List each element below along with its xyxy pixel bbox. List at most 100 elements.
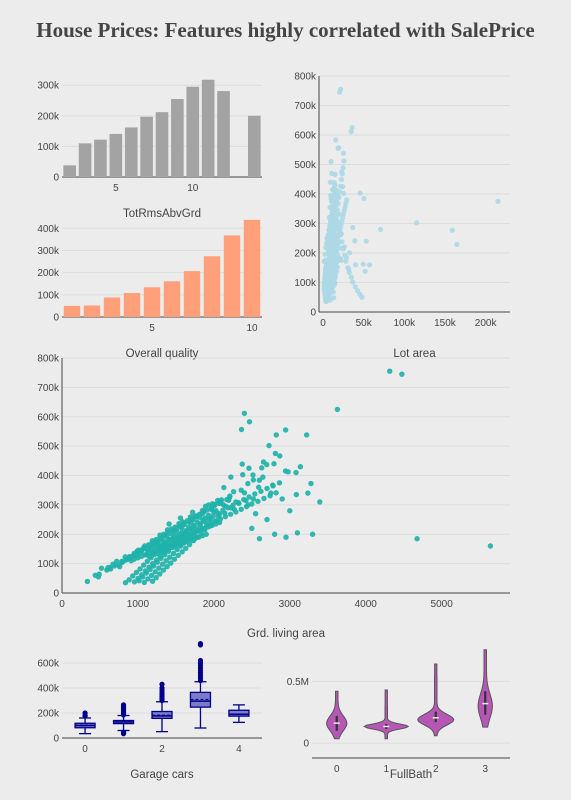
bar [124, 127, 138, 177]
scatter-point [282, 427, 289, 433]
chart-lot-area: 0 100k 200k 300k 400k 500k 600k 700k 800k 0 50k 100… [294, 72, 510, 360]
y-tick-label: 800k [294, 72, 317, 83]
x-axis-title: FullBath [390, 769, 432, 781]
scatter-point [333, 220, 339, 226]
y-tick-label: 400k [37, 224, 60, 235]
scatter-point [332, 192, 339, 198]
scatter-point [245, 480, 251, 487]
scatter-point [340, 150, 347, 156]
bar [109, 133, 123, 177]
scatter-point [159, 561, 166, 567]
scatter-point [308, 480, 314, 487]
box-outlier [159, 681, 165, 687]
scatter-point [246, 419, 253, 425]
bar [103, 297, 121, 317]
scatter-point [334, 406, 341, 413]
scatter-point [330, 234, 336, 240]
scatter-point [179, 549, 185, 555]
scatter-point [162, 541, 169, 547]
scatter-point [329, 239, 336, 245]
x-tick-label: 1000 [127, 599, 150, 610]
scatter-point [172, 538, 179, 545]
scatter-point [342, 252, 348, 258]
scatter-point [260, 474, 266, 480]
scatter-point [134, 552, 140, 559]
chart-garage-cars: 0 200k 400k 600k 0 2 4 Garage cars [37, 641, 262, 781]
scatter-point [366, 262, 373, 268]
scatter-point [350, 225, 356, 231]
x-tick-label: 1 [383, 764, 389, 775]
scatter-point [348, 274, 354, 280]
scatter-point [353, 262, 359, 268]
y-tick-label: 0 [53, 589, 59, 600]
box-outlier [120, 731, 127, 737]
scatter-point [414, 220, 420, 226]
x-axis-title: Overall quality [126, 348, 199, 360]
y-tick-label: 0 [303, 739, 309, 750]
box-outlier [120, 702, 127, 708]
scatter-point [153, 575, 159, 581]
scatter-point [343, 258, 349, 264]
scatter-point [347, 250, 353, 256]
scatter-point [340, 246, 346, 252]
scatter-point [252, 510, 259, 517]
scatter-point [327, 222, 333, 229]
bar [63, 165, 76, 177]
scatter-point [152, 569, 158, 575]
scatter-point [256, 535, 263, 542]
scatter-point [170, 528, 177, 535]
scatter-point [148, 572, 155, 579]
scatter-point [325, 232, 331, 238]
x-tick-label: 3 [482, 764, 488, 775]
scatter-point [203, 523, 210, 529]
scatter-point [338, 183, 344, 189]
bar [186, 86, 200, 177]
y-tick-label: 400k [294, 190, 317, 201]
scatter-point [145, 547, 152, 553]
x-tick-label: 2 [433, 764, 439, 775]
scatter-point [170, 550, 177, 557]
scatter-point [346, 269, 352, 276]
y-tick-label: 0 [53, 734, 59, 745]
scatter-point [324, 240, 330, 246]
scatter-point [193, 513, 200, 520]
scatter-point [140, 574, 146, 580]
scatter-point [222, 513, 229, 520]
y-tick-label: 0 [310, 308, 316, 319]
scatter-point [331, 230, 337, 236]
scatter-point [324, 236, 331, 242]
x-tick-label: 0 [59, 599, 65, 610]
scatter-point [335, 200, 341, 207]
bar [78, 143, 92, 177]
y-tick-label: 600k [37, 659, 60, 670]
x-tick-label: 10 [246, 323, 258, 334]
scatter-point [259, 465, 265, 471]
scatter-point [330, 205, 336, 211]
scatter-point [158, 543, 164, 550]
scatter-point [277, 453, 283, 459]
scatter-point [387, 368, 393, 374]
violin-body [417, 663, 455, 737]
chart-tot-rms: 0 100k 200k 300k 5 10 TotRmsAbvGrd [37, 79, 262, 220]
scatter-point [252, 491, 258, 497]
scatter-point [246, 465, 252, 471]
y-tick-label: 800k [37, 354, 60, 365]
scatter-point [272, 450, 279, 457]
scatter-point [212, 518, 219, 524]
scatter-point [249, 501, 255, 507]
scatter-point [177, 536, 183, 542]
scatter-point [220, 507, 226, 514]
scatter-point [414, 536, 420, 542]
scatter-point [345, 265, 351, 271]
scatter-point [329, 170, 335, 176]
scatter-point [305, 490, 311, 496]
scatter-point [323, 298, 329, 304]
scatter-point [133, 569, 140, 576]
scatter-point [178, 530, 185, 536]
x-tick-label: 10 [187, 183, 199, 194]
scatter-point [225, 505, 231, 511]
scatter-point [117, 564, 123, 570]
bar [83, 305, 101, 317]
bar [171, 99, 184, 177]
